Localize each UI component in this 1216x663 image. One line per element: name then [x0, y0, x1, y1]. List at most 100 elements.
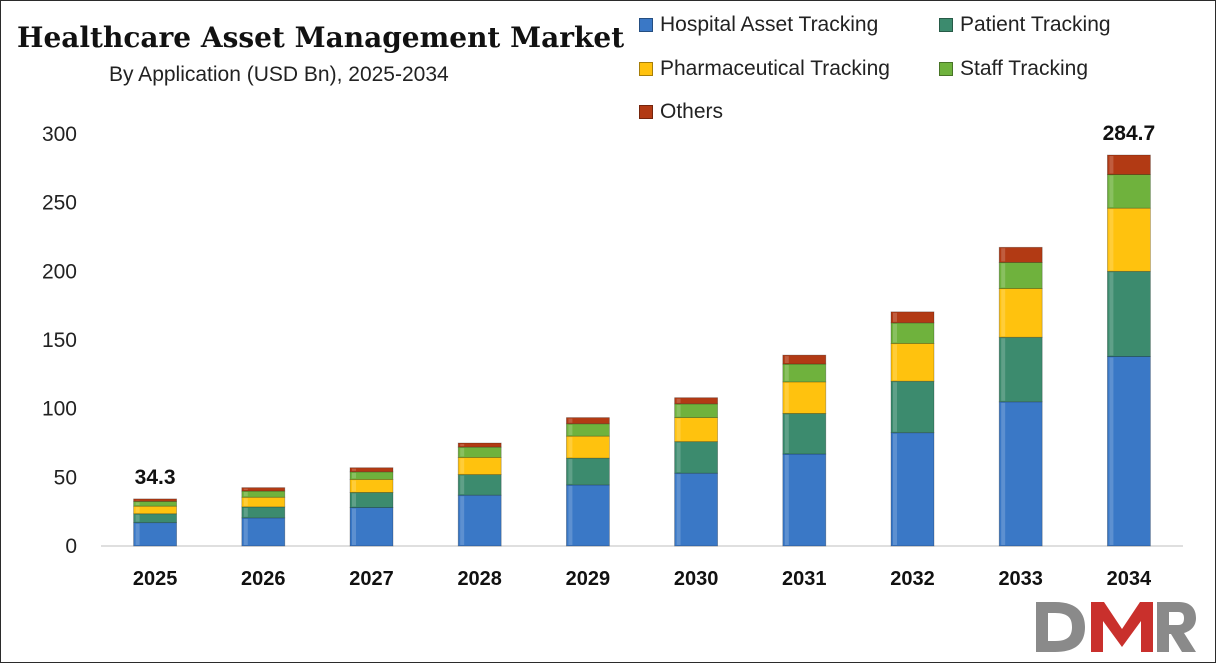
- bar-segment-highlight: [460, 448, 465, 457]
- chart-subtitle: By Application (USD Bn), 2025-2034: [109, 63, 449, 86]
- bar-segment-highlight: [243, 498, 248, 506]
- bar-segment-highlight: [568, 424, 573, 436]
- bar-segment: [998, 262, 1043, 289]
- bar-segment: [1107, 207, 1151, 272]
- bar-segment-highlight: [893, 382, 897, 432]
- bar-segment-highlight: [784, 414, 789, 453]
- bar-segment-highlight: [1001, 402, 1006, 545]
- bar-segment: [998, 246, 1043, 263]
- y-tick-label: 250: [42, 192, 77, 215]
- bar-total-label: 284.7: [1103, 122, 1156, 145]
- bar-segment: [241, 517, 286, 547]
- dmr-logo: [1036, 602, 1196, 652]
- y-tick-label: 150: [42, 329, 77, 352]
- bar-segment-highlight: [352, 508, 356, 545]
- bar-segment: [566, 457, 610, 486]
- x-tick-label: 2033: [998, 568, 1043, 590]
- bar-segment-highlight: [676, 442, 681, 473]
- bar-segment: [241, 490, 286, 498]
- x-tick-label: 2026: [241, 568, 286, 590]
- bar-segment-highlight: [1001, 263, 1006, 288]
- bar-segment: [674, 403, 718, 418]
- bar-segment: [1107, 154, 1151, 175]
- legend-label: Pharmaceutical Tracking: [660, 57, 890, 80]
- bar-segment: [890, 343, 935, 382]
- bar-segment: [133, 500, 178, 507]
- bar-segment-highlight: [676, 398, 681, 403]
- bar-segment-highlight: [893, 323, 897, 343]
- bar-segment-highlight: [784, 382, 789, 413]
- bar-segment-highlight: [243, 507, 248, 517]
- bar-segment: [782, 413, 827, 455]
- bar-segment-highlight: [352, 472, 356, 479]
- bar-segment-highlight: [676, 418, 681, 441]
- bar-segment: [566, 435, 610, 459]
- legend-label: Patient Tracking: [960, 13, 1111, 36]
- legend-item: Patient Tracking: [939, 13, 1111, 37]
- legend-item: Others: [639, 100, 723, 124]
- x-tick-label: 2027: [349, 568, 394, 590]
- bar-segment: [1107, 356, 1151, 547]
- legend-swatch: [939, 18, 953, 32]
- bar-segment-highlight: [1001, 338, 1006, 401]
- legend-item: Pharmaceutical Tracking: [639, 57, 890, 81]
- bar-segment-highlight: [568, 485, 573, 545]
- bar-segment: [674, 472, 718, 547]
- bar-segment-highlight: [1001, 248, 1006, 262]
- bar-segment: [133, 513, 178, 524]
- bar-segment: [349, 478, 394, 493]
- bar-segment-highlight: [568, 437, 573, 458]
- bar-segment-highlight: [893, 344, 897, 381]
- bar-segment-highlight: [1109, 175, 1114, 208]
- bar-segment-highlight: [784, 356, 789, 364]
- bar-segment: [1107, 270, 1151, 357]
- bar-segment: [782, 381, 827, 414]
- x-tick-label: 2029: [566, 568, 611, 590]
- bar-segment-highlight: [243, 492, 248, 497]
- bar-segment: [674, 417, 718, 443]
- bar-segment-highlight: [676, 474, 681, 545]
- bar-segment: [241, 496, 286, 508]
- bar-segment-highlight: [460, 496, 465, 545]
- bar-segment: [457, 457, 502, 475]
- bar-segment: [133, 522, 178, 547]
- bar-segment: [566, 423, 610, 437]
- bar-segment: [890, 380, 935, 434]
- bar-segment-highlight: [460, 458, 465, 474]
- legend-label: Others: [660, 100, 724, 123]
- bar-segment: [349, 467, 394, 473]
- x-tick-label: 2034: [1107, 568, 1152, 590]
- bar-segment-highlight: [784, 365, 789, 381]
- bar-segment: [349, 471, 394, 480]
- y-tick-label: 200: [42, 260, 77, 283]
- bar-segment-highlight: [243, 488, 248, 491]
- bar-segment: [890, 322, 935, 344]
- bar-segment: [674, 441, 718, 474]
- bar-segment: [133, 505, 178, 515]
- bar-segment-highlight: [1109, 209, 1114, 271]
- bar-segment: [566, 417, 610, 425]
- bar-segment: [457, 494, 502, 547]
- bar-segment: [782, 354, 827, 365]
- legend-item: Staff Tracking: [939, 57, 1088, 81]
- bar-segment: [782, 453, 827, 547]
- bar-segment-highlight: [1109, 272, 1114, 356]
- bar-segment-highlight: [676, 404, 681, 417]
- x-tick-label: 2031: [782, 568, 827, 590]
- bar-segment-highlight: [352, 468, 356, 471]
- bar-segment: [1107, 174, 1151, 209]
- legend-swatch: [639, 18, 653, 32]
- bar-segment: [890, 311, 935, 324]
- y-tick-label: 50: [54, 466, 77, 489]
- bar-segment: [998, 336, 1043, 403]
- bar-segment-highlight: [1109, 156, 1114, 174]
- x-tick-label: 2028: [457, 568, 502, 590]
- bar-segment: [674, 397, 718, 405]
- bar-segment-highlight: [135, 507, 140, 513]
- bar-segment-highlight: [135, 523, 140, 545]
- bar-segment: [457, 474, 502, 496]
- bar-segment: [566, 484, 610, 547]
- y-tick-label: 100: [42, 398, 77, 421]
